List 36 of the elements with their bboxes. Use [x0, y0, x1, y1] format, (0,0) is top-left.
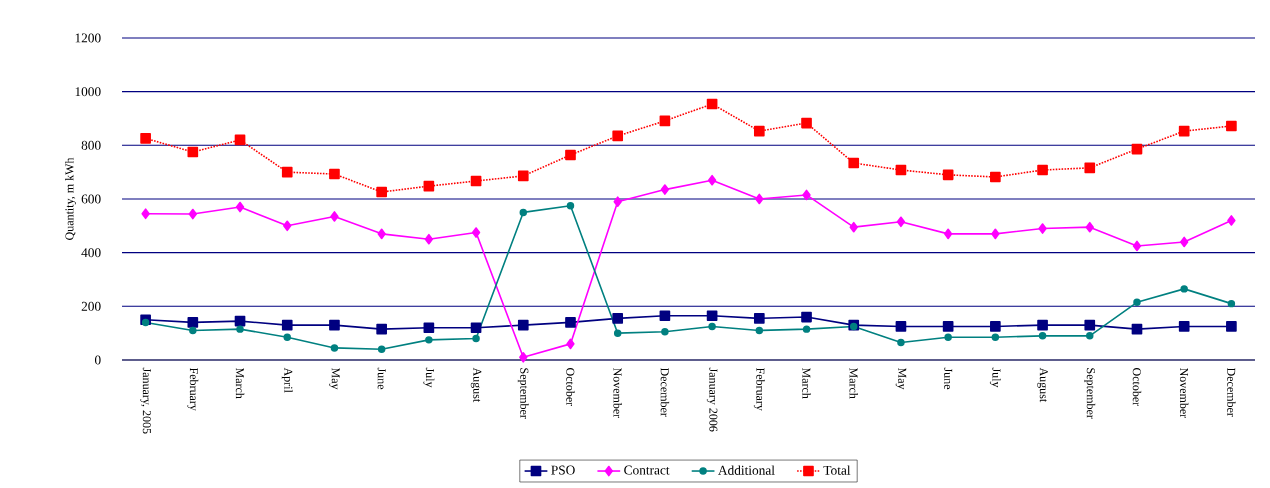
x-tick-label: June	[377, 367, 386, 390]
x-tick-label: January, 2005	[140, 367, 151, 434]
legend-label: Additional	[718, 465, 775, 475]
x-tick-label: February	[753, 367, 765, 411]
x-tick-label: May	[895, 367, 907, 390]
x-tick-label: April	[281, 367, 293, 393]
x-tick-label: October	[1132, 368, 1142, 407]
x-tick-label: January 2006	[706, 367, 718, 432]
x-tick-label: September	[517, 368, 529, 419]
x-tick-label: December	[1227, 367, 1236, 417]
y-axis-title: Quantity, m kWh	[65, 157, 76, 240]
y-tick-label: 1000	[75, 87, 101, 97]
y-tick-label: 400	[81, 248, 101, 258]
y-tick-label: 0	[94, 355, 101, 365]
x-tick-label: March	[235, 367, 245, 399]
y-tick-label: 600	[81, 194, 101, 204]
legend-label: Contract	[624, 465, 670, 475]
y-tick-label: 1200	[75, 33, 101, 43]
x-tick-label: May	[329, 367, 340, 390]
y-tick-label: 800	[81, 140, 101, 150]
x-tick-label: August	[470, 367, 482, 403]
x-tick-label: March	[802, 367, 811, 399]
x-tick-label: November	[1179, 367, 1189, 419]
x-tick-label: October	[566, 368, 575, 407]
x-tick-label: March	[849, 367, 858, 399]
x-tick-label: September	[1084, 368, 1096, 419]
y-tick-label: 200	[81, 301, 101, 311]
legend-label: Total	[823, 465, 851, 475]
x-tick-label: December	[660, 367, 670, 417]
legend-label: PSO	[551, 465, 575, 475]
x-tick-label: July	[423, 367, 435, 388]
x-tick-label: February	[187, 367, 199, 411]
x-tick-label: August	[1037, 367, 1048, 403]
x-tick-label: November	[613, 367, 622, 419]
x-tick-label: June	[944, 367, 953, 390]
x-tick-label: July	[989, 367, 1001, 388]
